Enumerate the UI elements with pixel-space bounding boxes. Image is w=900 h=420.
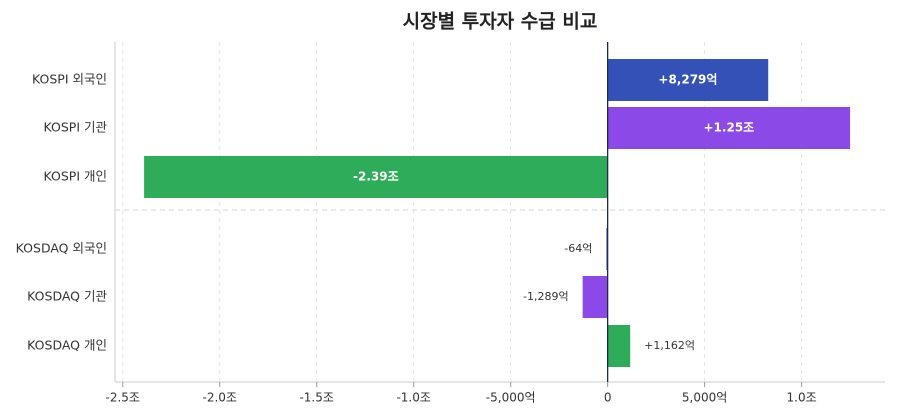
y-tick-label: KOSDAQ 기관: [27, 289, 107, 304]
value-label: +1.25조: [704, 121, 755, 135]
chart-title: 시장별 투자자 수급 비교: [403, 11, 598, 33]
y-tick-label: KOSPI 개인: [44, 169, 108, 184]
x-tick-label: -1.0조: [396, 391, 430, 405]
bar: [607, 107, 851, 149]
x-tick-label: -5,000억: [486, 391, 536, 405]
y-tick-label: KOSDAQ 개인: [27, 338, 107, 353]
value-label: +8,279억: [658, 73, 717, 87]
x-tick-label: -1.5조: [299, 391, 333, 405]
x-tick-label: 5,000억: [682, 391, 727, 405]
x-tick-label: -2.5조: [106, 391, 140, 405]
bar: [607, 59, 769, 101]
bar: [607, 325, 631, 367]
x-tick-label: -2.0조: [203, 391, 237, 405]
bar: [144, 156, 608, 198]
bar: [582, 276, 608, 318]
value-label: -64억: [564, 242, 592, 255]
x-tick-label: 1.0조: [787, 391, 817, 405]
value-label: -1,289억: [523, 290, 569, 303]
y-tick-label: KOSDAQ 외국인: [16, 241, 107, 256]
y-tick-label: KOSPI 기관: [44, 120, 108, 135]
value-label: -2.39조: [353, 170, 399, 184]
value-label: +1,162억: [644, 339, 695, 352]
x-tick-label: 0: [604, 391, 612, 405]
y-tick-label: KOSPI 외국인: [32, 72, 107, 87]
